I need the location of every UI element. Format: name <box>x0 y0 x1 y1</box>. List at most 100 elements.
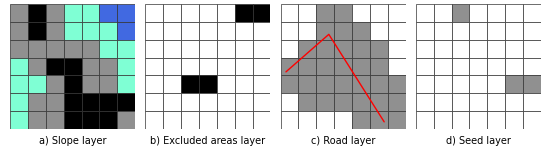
Bar <box>82 75 100 93</box>
Bar <box>505 58 523 75</box>
Bar <box>217 75 235 93</box>
Bar <box>352 58 370 75</box>
Bar <box>46 75 64 93</box>
Bar <box>100 4 117 22</box>
Bar <box>46 40 64 58</box>
Bar <box>370 40 388 58</box>
Bar <box>28 58 46 75</box>
Bar <box>352 22 370 40</box>
Bar <box>181 111 199 129</box>
Bar <box>10 111 28 129</box>
Bar <box>28 75 46 93</box>
Bar <box>64 75 82 93</box>
Bar <box>469 40 487 58</box>
Bar <box>280 40 299 58</box>
Bar <box>117 58 135 75</box>
Bar <box>451 93 469 111</box>
Bar <box>199 93 217 111</box>
Bar <box>487 58 505 75</box>
Bar <box>64 93 82 111</box>
Bar <box>280 111 299 129</box>
Bar <box>163 58 181 75</box>
Bar <box>46 111 64 129</box>
Bar <box>388 93 406 111</box>
Bar <box>451 22 469 40</box>
Bar <box>352 75 370 93</box>
Bar <box>117 4 135 22</box>
Bar <box>316 40 334 58</box>
Bar <box>199 40 217 58</box>
Bar <box>469 111 487 129</box>
Bar <box>199 4 217 22</box>
Bar <box>252 40 271 58</box>
Bar <box>451 58 469 75</box>
Bar <box>416 75 434 93</box>
Bar <box>416 111 434 129</box>
Bar <box>10 58 28 75</box>
Bar <box>217 111 235 129</box>
Bar <box>451 111 469 129</box>
Bar <box>82 58 100 75</box>
Bar <box>199 22 217 40</box>
Bar <box>523 40 541 58</box>
Bar <box>181 75 199 93</box>
Bar <box>10 93 28 111</box>
Bar <box>280 75 299 93</box>
Bar <box>434 40 451 58</box>
Text: a) Slope layer: a) Slope layer <box>39 137 106 147</box>
Bar <box>388 75 406 93</box>
Bar <box>523 22 541 40</box>
Bar <box>469 22 487 40</box>
Bar <box>505 93 523 111</box>
Bar <box>163 111 181 129</box>
Bar <box>316 4 334 22</box>
Bar <box>117 22 135 40</box>
Bar <box>64 58 82 75</box>
Bar <box>352 111 370 129</box>
Bar <box>117 40 135 58</box>
Bar <box>46 93 64 111</box>
Bar <box>10 4 28 22</box>
Bar <box>487 93 505 111</box>
Bar <box>280 93 299 111</box>
Bar <box>163 75 181 93</box>
Bar <box>370 111 388 129</box>
Bar <box>505 75 523 93</box>
Bar <box>334 58 352 75</box>
Bar <box>451 4 469 22</box>
Bar <box>235 58 252 75</box>
Bar <box>252 4 271 22</box>
Text: b) Excluded areas layer: b) Excluded areas layer <box>150 137 266 147</box>
Bar <box>117 75 135 93</box>
Bar <box>487 22 505 40</box>
Bar <box>46 58 64 75</box>
Bar <box>299 93 316 111</box>
Bar <box>451 40 469 58</box>
Bar <box>505 40 523 58</box>
Bar <box>469 4 487 22</box>
Bar <box>163 40 181 58</box>
Bar <box>370 75 388 93</box>
Bar <box>145 58 163 75</box>
Bar <box>217 22 235 40</box>
Bar <box>163 93 181 111</box>
Bar <box>505 111 523 129</box>
Bar <box>334 93 352 111</box>
Bar <box>370 93 388 111</box>
Bar <box>145 40 163 58</box>
Bar <box>145 111 163 129</box>
Bar <box>181 4 199 22</box>
Bar <box>469 58 487 75</box>
Bar <box>217 40 235 58</box>
Text: d) Seed layer: d) Seed layer <box>446 137 511 147</box>
Bar <box>434 4 451 22</box>
Bar <box>145 4 163 22</box>
Bar <box>334 111 352 129</box>
Bar <box>434 75 451 93</box>
Bar <box>487 40 505 58</box>
Bar <box>280 4 299 22</box>
Bar <box>28 93 46 111</box>
Bar <box>299 4 316 22</box>
Bar <box>10 75 28 93</box>
Bar <box>523 111 541 129</box>
